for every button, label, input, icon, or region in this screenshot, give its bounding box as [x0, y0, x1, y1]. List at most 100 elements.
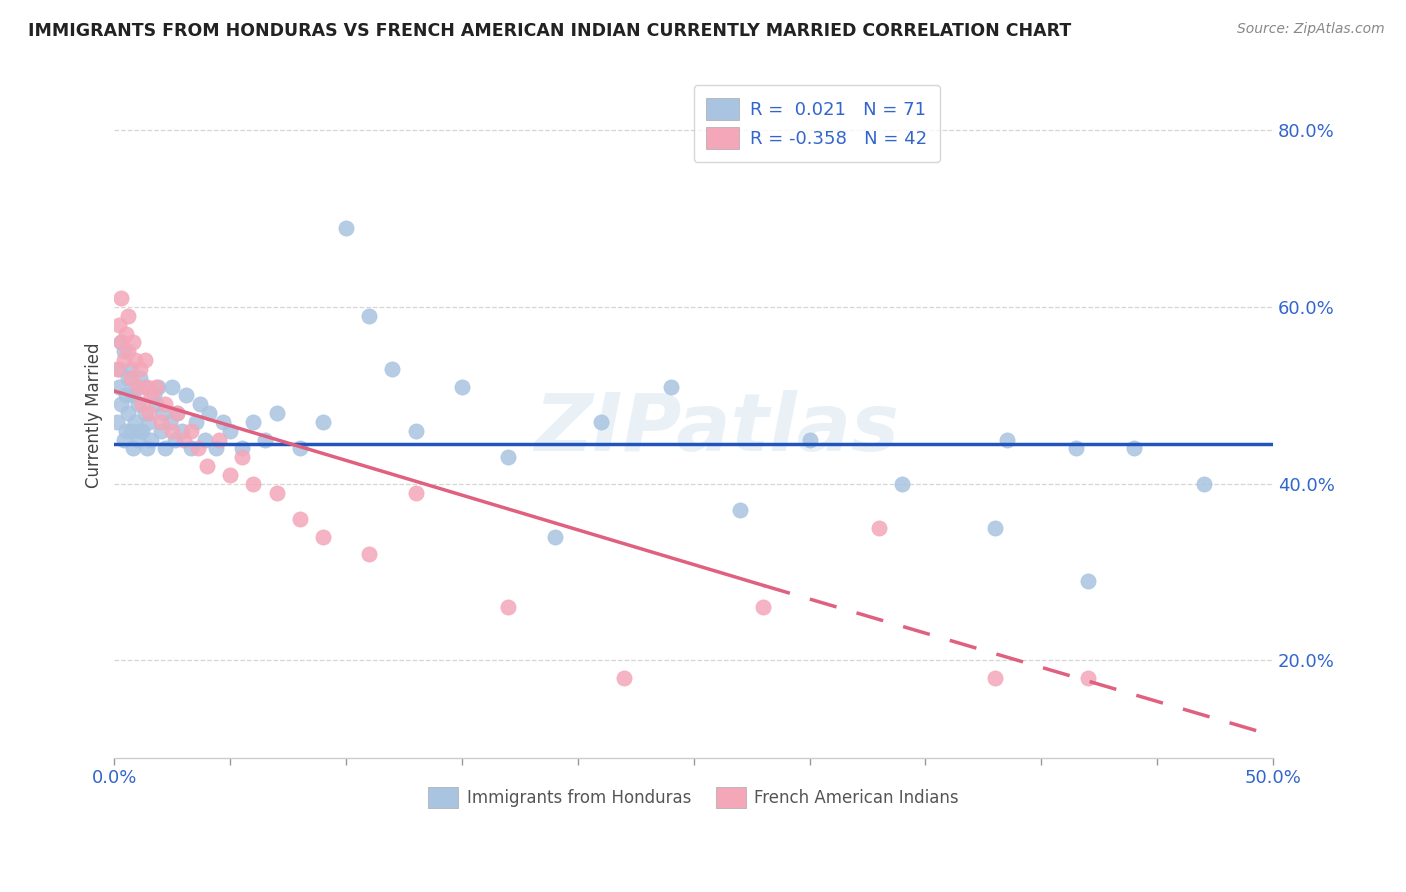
Point — [129, 371, 152, 385]
Point — [122, 335, 145, 350]
Point — [138, 415, 160, 429]
Point — [219, 424, 242, 438]
Point — [1077, 671, 1099, 685]
Point — [112, 433, 135, 447]
Point — [129, 424, 152, 438]
Point — [141, 433, 163, 447]
Point — [799, 433, 821, 447]
Point — [131, 397, 153, 411]
Point — [180, 442, 202, 456]
Point — [122, 388, 145, 402]
Point — [451, 379, 474, 393]
Point — [728, 503, 751, 517]
Point — [208, 433, 231, 447]
Point — [335, 220, 357, 235]
Point — [1077, 574, 1099, 588]
Point — [752, 600, 775, 615]
Y-axis label: Currently Married: Currently Married — [86, 343, 103, 488]
Text: Source: ZipAtlas.com: Source: ZipAtlas.com — [1237, 22, 1385, 37]
Point — [135, 442, 157, 456]
Point — [659, 379, 682, 393]
Point — [180, 424, 202, 438]
Point — [134, 379, 156, 393]
Point — [152, 406, 174, 420]
Point — [188, 397, 211, 411]
Point — [117, 371, 139, 385]
Point — [112, 353, 135, 368]
Point — [110, 397, 132, 411]
Point — [112, 344, 135, 359]
Point — [120, 362, 142, 376]
Point — [120, 371, 142, 385]
Point — [589, 415, 612, 429]
Point — [159, 415, 181, 429]
Point — [124, 415, 146, 429]
Point — [163, 433, 186, 447]
Point — [145, 397, 167, 411]
Legend: Immigrants from Honduras, French American Indians: Immigrants from Honduras, French America… — [422, 780, 966, 814]
Point — [405, 485, 427, 500]
Point — [145, 379, 167, 393]
Point — [110, 291, 132, 305]
Point — [141, 388, 163, 402]
Point — [242, 415, 264, 429]
Point — [127, 379, 149, 393]
Point — [166, 406, 188, 420]
Point — [187, 442, 209, 456]
Text: IMMIGRANTS FROM HONDURAS VS FRENCH AMERICAN INDIAN CURRENTLY MARRIED CORRELATION: IMMIGRANTS FROM HONDURAS VS FRENCH AMERI… — [28, 22, 1071, 40]
Point — [108, 362, 131, 376]
Point — [498, 450, 520, 465]
Point — [173, 433, 195, 447]
Point — [122, 442, 145, 456]
Point — [124, 379, 146, 393]
Point — [1064, 442, 1087, 456]
Point — [110, 335, 132, 350]
Point — [170, 424, 193, 438]
Point — [544, 530, 567, 544]
Point — [995, 433, 1018, 447]
Point — [231, 450, 253, 465]
Point — [266, 485, 288, 500]
Point — [312, 530, 335, 544]
Point — [405, 424, 427, 438]
Point — [115, 424, 138, 438]
Point — [613, 671, 636, 685]
Point — [162, 424, 184, 438]
Point — [381, 362, 404, 376]
Point — [162, 379, 184, 393]
Point — [984, 671, 1007, 685]
Point — [212, 415, 235, 429]
Point — [195, 459, 218, 474]
Text: ZIPatlas: ZIPatlas — [534, 390, 900, 468]
Point — [115, 326, 138, 341]
Point — [105, 415, 128, 429]
Point — [142, 388, 165, 402]
Point — [198, 406, 221, 420]
Point — [984, 521, 1007, 535]
Point — [135, 379, 157, 393]
Point — [127, 433, 149, 447]
Point — [108, 318, 131, 332]
Point — [166, 406, 188, 420]
Point — [134, 406, 156, 420]
Point — [1192, 476, 1215, 491]
Point — [155, 442, 177, 456]
Point — [174, 388, 197, 402]
Point — [115, 388, 138, 402]
Point — [288, 512, 311, 526]
Point — [205, 442, 228, 456]
Point — [127, 397, 149, 411]
Point — [266, 406, 288, 420]
Point — [219, 467, 242, 482]
Point — [110, 335, 132, 350]
Point — [288, 442, 311, 456]
Point — [868, 521, 890, 535]
Point — [149, 415, 172, 429]
Point — [242, 476, 264, 491]
Point — [117, 406, 139, 420]
Point — [498, 600, 520, 615]
Point — [194, 433, 217, 447]
Point — [134, 353, 156, 368]
Point — [148, 379, 170, 393]
Point — [117, 309, 139, 323]
